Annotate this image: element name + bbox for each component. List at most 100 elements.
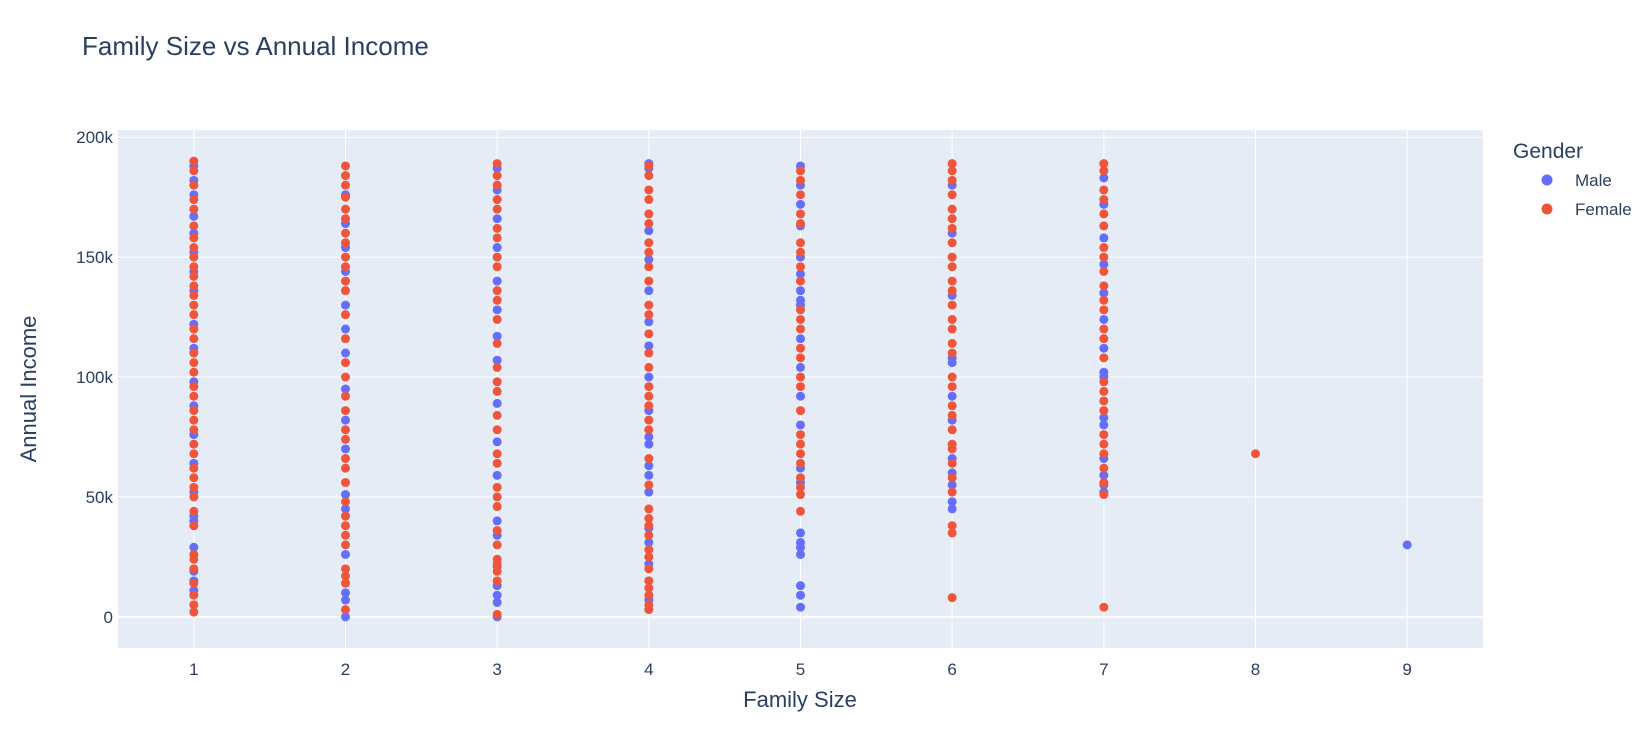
y-axis-ticks: 0 50k 100k 150k 200k bbox=[76, 128, 113, 627]
data-point bbox=[341, 310, 350, 320]
data-point bbox=[189, 211, 199, 221]
data-point bbox=[644, 276, 654, 286]
data-point bbox=[644, 552, 654, 562]
data-point bbox=[1099, 195, 1109, 205]
data-point bbox=[492, 576, 502, 586]
data-point bbox=[947, 487, 957, 497]
data-point bbox=[189, 204, 199, 214]
data-point bbox=[1099, 173, 1109, 183]
data-point bbox=[189, 195, 199, 205]
data-point bbox=[341, 180, 350, 190]
data-point bbox=[947, 504, 957, 514]
data-point bbox=[1099, 334, 1109, 344]
data-point bbox=[189, 243, 199, 253]
legend-marker bbox=[1541, 174, 1553, 186]
data-point bbox=[189, 310, 199, 320]
data-point bbox=[644, 310, 654, 320]
data-point bbox=[947, 238, 957, 248]
data-point bbox=[189, 233, 199, 243]
data-point bbox=[796, 482, 805, 492]
data-point bbox=[492, 295, 502, 305]
data-point bbox=[341, 348, 350, 358]
data-point bbox=[492, 171, 502, 181]
data-point bbox=[796, 549, 805, 559]
data-point bbox=[1099, 413, 1109, 423]
data-point bbox=[947, 300, 957, 310]
data-point bbox=[796, 458, 805, 468]
data-point bbox=[796, 382, 805, 392]
data-point bbox=[341, 612, 350, 622]
data-point bbox=[644, 461, 654, 471]
data-point bbox=[492, 233, 502, 243]
data-point bbox=[492, 204, 502, 214]
data-point bbox=[644, 348, 654, 358]
data-point bbox=[644, 545, 654, 555]
data-point bbox=[796, 190, 805, 200]
x-tick-label: 3 bbox=[492, 660, 501, 679]
data-point bbox=[189, 382, 199, 392]
data-point bbox=[1099, 439, 1109, 449]
data-point bbox=[1099, 305, 1109, 315]
data-point bbox=[947, 338, 957, 348]
data-point bbox=[1099, 233, 1109, 243]
data-point bbox=[947, 348, 957, 358]
data-point bbox=[644, 521, 654, 531]
data-point bbox=[189, 300, 199, 310]
y-tick-label: 200k bbox=[76, 128, 113, 147]
data-point bbox=[1099, 252, 1109, 262]
data-point bbox=[1099, 314, 1109, 324]
data-point bbox=[189, 290, 199, 300]
data-point bbox=[341, 595, 350, 605]
data-point bbox=[189, 166, 199, 176]
data-point bbox=[796, 324, 805, 334]
data-point bbox=[1099, 490, 1109, 500]
data-point bbox=[1099, 295, 1109, 305]
data-point bbox=[1099, 406, 1109, 416]
data-point bbox=[644, 341, 654, 351]
legend-title: Gender bbox=[1513, 140, 1583, 163]
data-point bbox=[796, 590, 805, 600]
data-point bbox=[1099, 430, 1109, 440]
data-point bbox=[341, 204, 350, 214]
data-point bbox=[189, 367, 199, 377]
data-point bbox=[341, 578, 350, 588]
data-point bbox=[189, 521, 199, 531]
data-point bbox=[492, 492, 502, 502]
data-point bbox=[947, 159, 957, 169]
data-point bbox=[492, 470, 502, 480]
data-point bbox=[644, 454, 654, 464]
y-tick-label: 100k bbox=[76, 368, 113, 387]
data-point bbox=[796, 343, 805, 353]
data-point bbox=[492, 559, 502, 569]
data-point bbox=[644, 300, 654, 310]
data-point bbox=[189, 252, 199, 262]
data-point bbox=[341, 171, 350, 181]
data-point bbox=[492, 180, 502, 190]
x-tick-label: 6 bbox=[947, 660, 956, 679]
data-point bbox=[644, 432, 654, 442]
data-point bbox=[492, 362, 502, 372]
data-point bbox=[644, 362, 654, 372]
data-point bbox=[1099, 343, 1109, 353]
chart-title: Family Size vs Annual Income bbox=[82, 31, 429, 61]
data-point bbox=[644, 530, 654, 540]
data-point bbox=[341, 276, 350, 286]
data-point bbox=[796, 542, 805, 552]
data-point bbox=[341, 497, 350, 507]
data-point bbox=[341, 358, 350, 368]
data-point bbox=[947, 497, 957, 507]
data-point bbox=[644, 564, 654, 574]
data-point bbox=[796, 362, 805, 372]
data-point bbox=[189, 506, 199, 516]
data-point bbox=[796, 506, 805, 516]
data-point bbox=[341, 228, 350, 238]
data-point bbox=[947, 276, 957, 286]
y-axis-title: Annual Income bbox=[16, 316, 41, 463]
data-point bbox=[492, 305, 502, 315]
data-point bbox=[947, 252, 957, 262]
data-point bbox=[189, 564, 199, 574]
data-point bbox=[947, 314, 957, 324]
data-point bbox=[644, 415, 654, 425]
x-tick-label: 1 bbox=[189, 660, 198, 679]
